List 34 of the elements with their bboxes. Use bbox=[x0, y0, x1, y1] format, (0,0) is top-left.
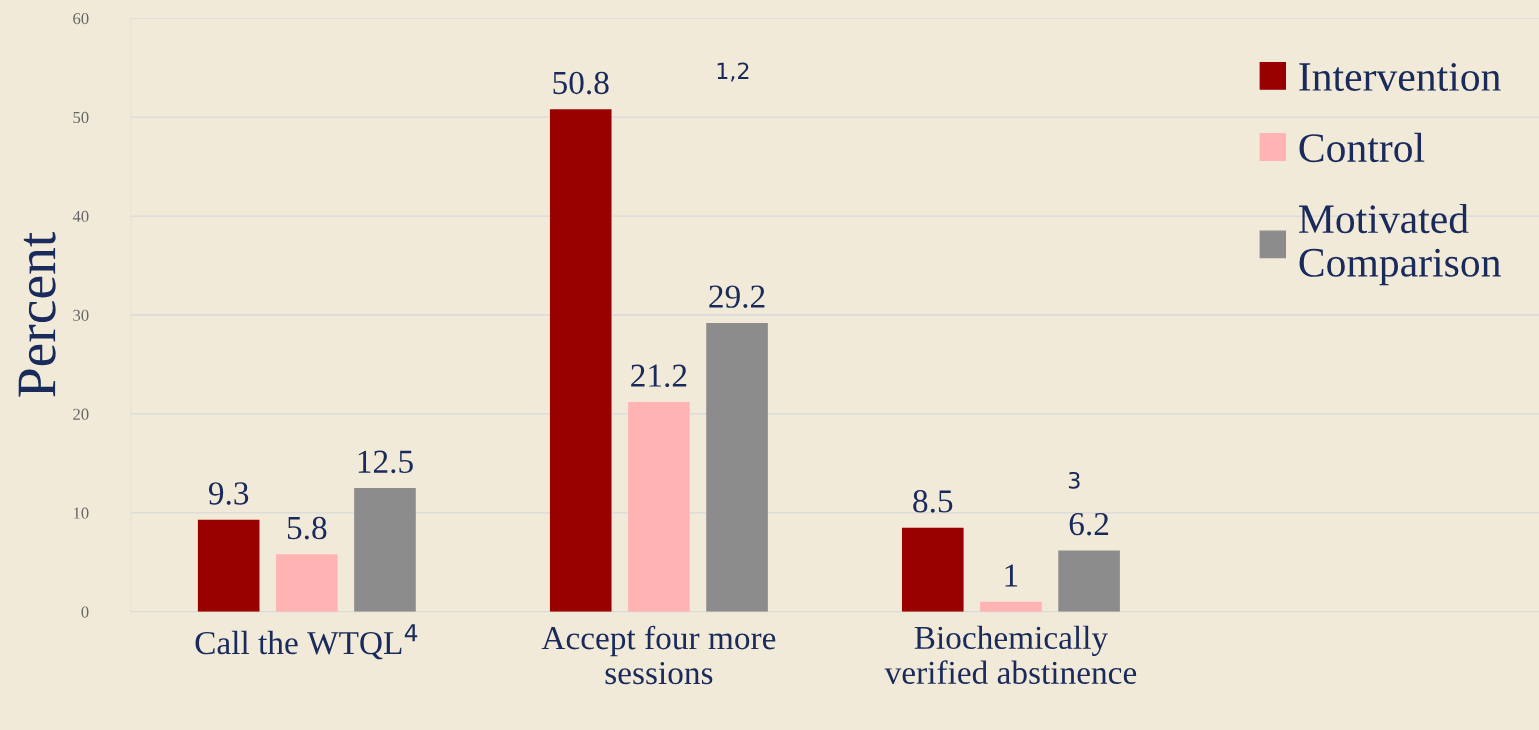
data-label: 5.8 bbox=[287, 516, 327, 540]
data-label: 1 bbox=[1005, 564, 1018, 587]
y-axis-title: Percent bbox=[18, 232, 56, 397]
bar bbox=[197, 519, 260, 612]
data-label: 12.5 bbox=[358, 450, 413, 474]
annotation: 1,2 bbox=[717, 62, 749, 82]
bar bbox=[354, 488, 416, 612]
data-label: 8.5 bbox=[913, 490, 953, 513]
y-tick-label: 30 bbox=[73, 309, 89, 321]
bar bbox=[901, 527, 964, 612]
y-tick-label: 60 bbox=[73, 12, 89, 25]
data-label: 29.2 bbox=[709, 285, 765, 308]
y-tick-label: 40 bbox=[72, 210, 89, 223]
bar bbox=[1058, 550, 1120, 612]
bar bbox=[628, 402, 690, 612]
y-tick-label: 10 bbox=[73, 507, 89, 519]
x-tick-label: Call the WTQL$^{4}$ bbox=[195, 624, 418, 660]
x-tick-label: Biochemically verified abstinence bbox=[884, 625, 1137, 685]
y-tick-label: 50 bbox=[73, 111, 89, 124]
y-tick-label: 0 bbox=[81, 606, 89, 618]
x-tick-label: Accept four more sessions bbox=[541, 625, 776, 685]
bar bbox=[549, 109, 612, 612]
bar bbox=[706, 322, 768, 612]
data-label: 21.2 bbox=[631, 364, 687, 388]
legend-label: Intervention bbox=[1299, 63, 1501, 92]
legend-label: Motivated Comparison bbox=[1299, 203, 1501, 286]
data-label: 50.8 bbox=[553, 71, 609, 95]
legend-label: Control bbox=[1299, 132, 1425, 163]
bar bbox=[980, 601, 1042, 612]
y-tick-label: 20 bbox=[73, 408, 89, 420]
data-label: 6.2 bbox=[1069, 512, 1109, 536]
data-label: 9.3 bbox=[208, 482, 249, 505]
annotation: 3 bbox=[1068, 471, 1080, 489]
bar bbox=[276, 554, 338, 612]
